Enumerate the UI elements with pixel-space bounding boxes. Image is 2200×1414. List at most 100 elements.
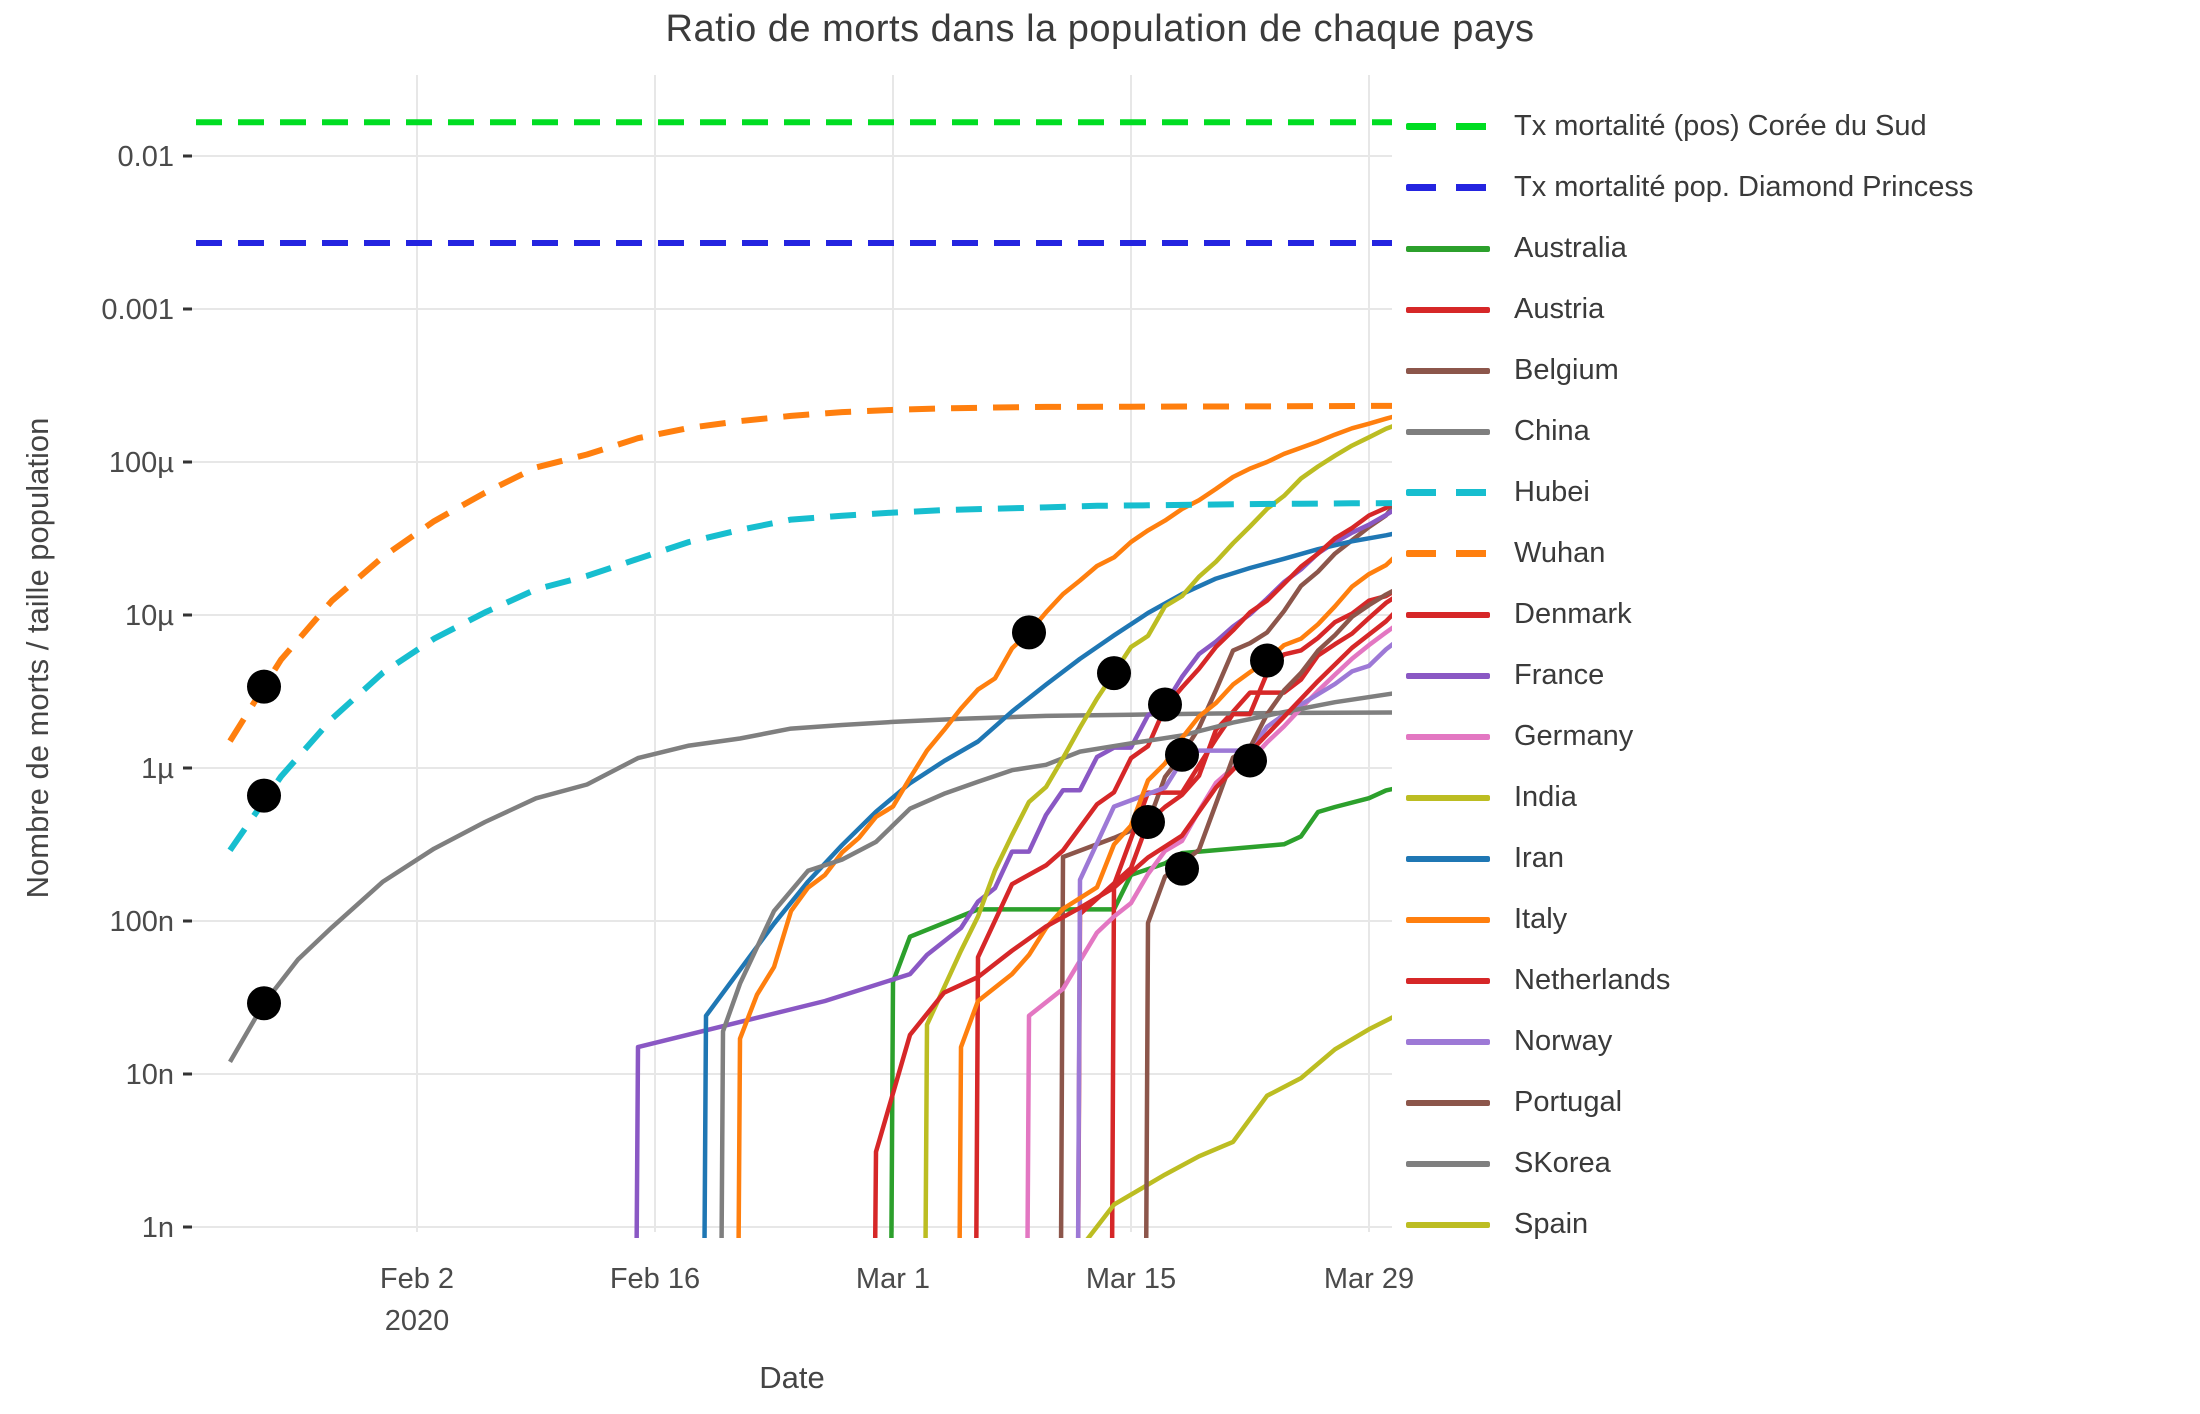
legend-label: Denmark: [1514, 598, 1632, 630]
legend-label: Germany: [1514, 720, 1634, 752]
legend-swatch: [1406, 184, 1490, 191]
black-dot-marker: [247, 778, 281, 813]
series-line-hubei: [227, 500, 1392, 853]
lockdown-markers: [247, 615, 1284, 1021]
y-tick-label: 100n: [109, 906, 174, 938]
legend-swatch: [1406, 306, 1490, 313]
legend-swatch: [1406, 855, 1490, 862]
legend-swatch: [1406, 489, 1490, 496]
legend-swatch: [1406, 794, 1490, 801]
legend-swatch: [1406, 1221, 1490, 1228]
y-tick-label: 0.01: [118, 141, 174, 173]
legend-label: Hubei: [1514, 476, 1590, 508]
series-line-skorea: [719, 691, 1392, 1238]
black-dot-marker: [1097, 656, 1131, 691]
x-tick-label: Mar 29: [1324, 1263, 1414, 1295]
legend-swatch: [1406, 1099, 1490, 1106]
legend-label: Norway: [1514, 1025, 1613, 1057]
y-tick-label: 10n: [126, 1059, 174, 1091]
black-dot-marker: [247, 669, 281, 704]
legend-item-france: France: [1406, 645, 1973, 706]
gridlines: [183, 75, 1392, 1232]
legend-item-china: China: [1406, 401, 1973, 462]
legend-label: Wuhan: [1514, 537, 1606, 569]
series-line-china: [228, 710, 1392, 1064]
series-line-spain: [923, 424, 1392, 1238]
black-dot-marker: [1148, 687, 1182, 722]
legend-label: Portugal: [1514, 1086, 1623, 1118]
legend-item-wuhan: Wuhan: [1406, 523, 1973, 584]
x-tick-label: Mar 1: [856, 1263, 930, 1295]
black-dot-marker: [1165, 737, 1199, 772]
legend-label: Australia: [1514, 232, 1627, 264]
legend-item-iran: Iran: [1406, 828, 1973, 889]
legend-label: Tx mortalité (pos) Corée du Sud: [1514, 110, 1927, 142]
legend-item-belgium: Belgium: [1406, 340, 1973, 401]
legend-item-italy: Italy: [1406, 889, 1973, 950]
series-line-norway: [1075, 641, 1392, 1238]
black-dot-marker: [1250, 643, 1284, 678]
series-line-netherlands: [974, 500, 1392, 1238]
series-line-unlabeled: [872, 611, 1392, 1238]
legend-label: China: [1514, 415, 1590, 447]
x-axis-label: Date: [759, 1360, 825, 1395]
legend-item-austria: Austria: [1406, 279, 1973, 340]
legend-label: Iran: [1514, 842, 1564, 874]
legend-swatch: [1406, 733, 1490, 740]
legend-swatch: [1406, 916, 1490, 923]
y-tick-label: 1n: [142, 1212, 174, 1244]
black-dot-marker: [1012, 615, 1046, 650]
legend-swatch: [1406, 977, 1490, 984]
black-dot-marker: [247, 986, 281, 1021]
x-tick-label: Mar 15: [1086, 1263, 1176, 1295]
legend-swatch: [1406, 672, 1490, 679]
series-line-iran: [702, 531, 1392, 1238]
legend-label: Spain: [1514, 1208, 1589, 1240]
legend-item-hubei: Hubei: [1406, 462, 1973, 523]
legend-label: Italy: [1514, 903, 1568, 935]
legend-label: SKorea: [1514, 1147, 1611, 1179]
chart-legend: Tx mortalité (pos) Corée du Sud Tx mortal…: [1406, 96, 1973, 1255]
legend-swatch: [1406, 1160, 1490, 1167]
legend-label: Netherlands: [1514, 964, 1671, 996]
legend-item-netherlands: Netherlands: [1406, 950, 1973, 1011]
legend-swatch: [1406, 123, 1490, 130]
legend-item-tx-mortalit-pop-diamond-princess: Tx mortalité pop. Diamond Princess: [1406, 157, 1973, 218]
legend-item-norway: Norway: [1406, 1011, 1973, 1072]
legend-item-germany: Germany: [1406, 706, 1973, 767]
x-tick-label: Feb 2: [380, 1263, 454, 1295]
x-tick-sublabel: 2020: [385, 1305, 450, 1337]
series-line-denmark: [1109, 589, 1392, 1238]
legend-label: Tx mortalité pop. Diamond Princess: [1514, 171, 1974, 203]
legend-swatch: [1406, 550, 1490, 557]
legend-label: Belgium: [1514, 354, 1619, 386]
legend-label: India: [1514, 781, 1577, 813]
y-tick-label: 100µ: [109, 447, 174, 479]
legend-item-tx-mortalit-pos-cor-e-du-sud: Tx mortalité (pos) Corée du Sud: [1406, 96, 1973, 157]
legend-swatch: [1406, 428, 1490, 435]
black-dot-marker: [1131, 804, 1165, 839]
legend-swatch: [1406, 245, 1490, 252]
legend-item-skorea: SKorea: [1406, 1133, 1973, 1194]
legend-swatch: [1406, 1038, 1490, 1045]
y-tick-label: 10µ: [125, 600, 174, 632]
series-line-unlabeled: [957, 556, 1392, 1238]
legend-item-india: India: [1406, 767, 1973, 828]
legend-item-australia: Australia: [1406, 218, 1973, 279]
legend-label: France: [1514, 659, 1605, 691]
legend-swatch: [1406, 367, 1490, 374]
y-tick-label: 1µ: [141, 753, 174, 785]
legend-item-denmark: Denmark: [1406, 584, 1973, 645]
x-tick-label: Feb 16: [610, 1263, 700, 1295]
legend-item-spain: Spain: [1406, 1194, 1973, 1255]
legend-label: Austria: [1514, 293, 1605, 325]
black-dot-marker: [1165, 851, 1199, 886]
y-tick-label: 0.001: [101, 294, 174, 326]
y-axis-label: Nombre de morts / taille population: [20, 417, 55, 899]
chart-title: Ratio de morts dans la population de cha…: [665, 8, 1535, 50]
legend-swatch: [1406, 611, 1490, 618]
black-dot-marker: [1233, 743, 1267, 778]
legend-item-portugal: Portugal: [1406, 1072, 1973, 1133]
